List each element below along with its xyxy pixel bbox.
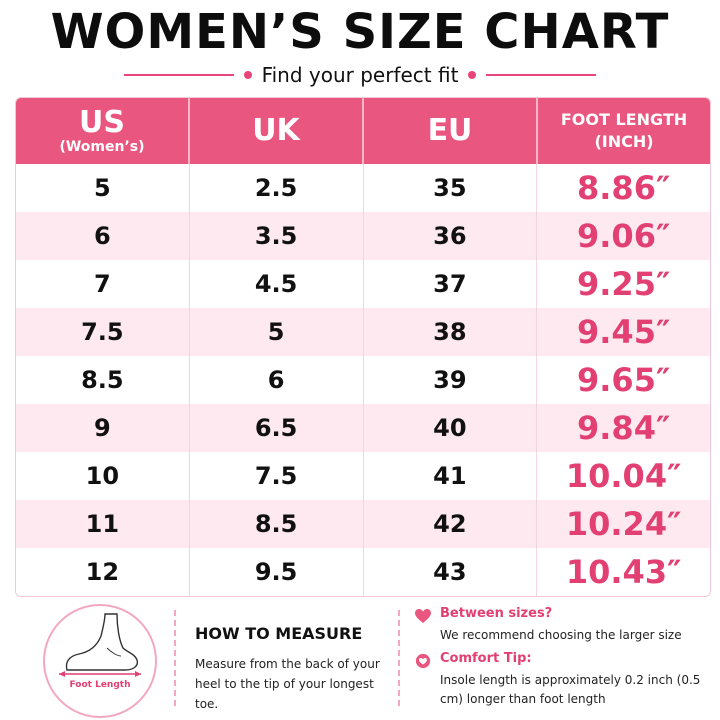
tip-body: Insole length is approximately 0.2 inch …: [440, 673, 701, 706]
cell-uk: 8.5: [190, 500, 364, 548]
header-eu: EU: [364, 98, 538, 164]
cell-uk: 3.5: [190, 212, 364, 260]
page-title: WOMEN’S SIZE CHART: [50, 4, 670, 60]
table-row: 6 3.5 36 9.06″: [16, 212, 710, 260]
heart-icon: [415, 609, 431, 623]
subtitle-row: Find your perfect fit: [0, 60, 720, 90]
cell-us: 5: [16, 164, 190, 212]
dot-right: [468, 71, 477, 79]
header-uk: UK: [190, 98, 364, 164]
cell-foot-length: 10.43″: [565, 553, 682, 591]
foot-length-label: Foot Length: [69, 680, 131, 690]
cell-us: 6: [16, 212, 190, 260]
foot-icon: [59, 613, 141, 677]
table-body: 5 2.5 35 8.86″ 6 3.5 36 9.06″ 7 4.5 37 9.25″ 7.5 5 38 9…: [16, 164, 710, 596]
table-row: 12 9.5 43 10.43″: [16, 548, 710, 596]
cell-eu: 42: [364, 500, 538, 548]
cell-eu: 43: [364, 548, 538, 596]
header-us: US (Women’s): [16, 98, 190, 164]
cell-foot-length: 9.06″: [577, 217, 671, 255]
cell-uk: 4.5: [190, 260, 364, 308]
cell-eu: 38: [364, 308, 538, 356]
divider-left: [123, 74, 234, 76]
cell-foot-length: 9.45″: [577, 313, 671, 351]
table-row: 8.5 6 39 9.65″: [16, 356, 710, 404]
cell-us: 10: [16, 452, 190, 500]
cell-eu: 35: [364, 164, 538, 212]
divider-dashed-1: [174, 610, 176, 706]
divider-dashed-2: [398, 610, 400, 706]
subtitle: Find your perfect fit: [261, 63, 459, 87]
how-to-measure-text: Measure from the back of your heel to th…: [195, 657, 380, 711]
bottom-section: Foot Length HOW TO MEASURE Measure from …: [0, 600, 720, 720]
tip-body: We recommend choosing the larger size: [440, 628, 682, 642]
header-foot-length-line2: (INCH): [594, 132, 654, 151]
table-row: 7 4.5 37 9.25″: [16, 260, 710, 308]
cell-eu: 41: [364, 452, 538, 500]
table-row: 9 6.5 40 9.84″: [16, 404, 710, 452]
table-row: 10 7.5 41 10.04″: [16, 452, 710, 500]
header-foot-length: FOOT LENGTH (INCH): [538, 98, 710, 164]
cell-eu: 37: [364, 260, 538, 308]
cell-us: 8.5: [16, 356, 190, 404]
foot-illustration: Foot Length: [43, 604, 157, 718]
cell-eu: 36: [364, 212, 538, 260]
cell-foot-length: 10.04″: [565, 457, 682, 495]
cell-us: 7.5: [16, 308, 190, 356]
cell-foot-length: 9.65″: [577, 361, 671, 399]
dot-left: [243, 71, 252, 79]
cell-uk: 6.5: [190, 404, 364, 452]
cell-us: 11: [16, 500, 190, 548]
cell-uk: 6: [190, 356, 364, 404]
header-us-label: US: [79, 105, 125, 140]
cell-foot-length: 9.84″: [577, 409, 671, 447]
table-row: 11 8.5 42 10.24″: [16, 500, 710, 548]
how-to-measure-title: HOW TO MEASURE: [195, 624, 363, 643]
header-uk-label: UK: [252, 113, 300, 148]
tip-head: Between sizes?: [440, 606, 553, 621]
cell-us: 9: [16, 404, 190, 452]
header-us-sub: (Women’s): [59, 139, 145, 155]
cell-foot-length: 8.86″: [577, 169, 671, 207]
heart-icon: [415, 653, 431, 669]
cell-uk: 9.5: [190, 548, 364, 596]
tip-head: Comfort Tip:: [440, 651, 532, 666]
cell-foot-length: 9.25″: [577, 265, 671, 303]
table-row: 7.5 5 38 9.45″: [16, 308, 710, 356]
cell-eu: 40: [364, 404, 538, 452]
table-row: 5 2.5 35 8.86″: [16, 164, 710, 212]
header-foot-length-line1: FOOT LENGTH: [560, 110, 688, 129]
cell-uk: 7.5: [190, 452, 364, 500]
cell-foot-length: 10.24″: [565, 505, 682, 543]
cell-us: 7: [16, 260, 190, 308]
table-header: US (Women’s) UK EU FOOT LENGTH (INCH): [16, 98, 710, 164]
cell-uk: 5: [190, 308, 364, 356]
cell-eu: 39: [364, 356, 538, 404]
cell-uk: 2.5: [190, 164, 364, 212]
divider-right: [486, 74, 597, 76]
header-eu-label: EU: [427, 113, 473, 148]
cell-us: 12: [16, 548, 190, 596]
